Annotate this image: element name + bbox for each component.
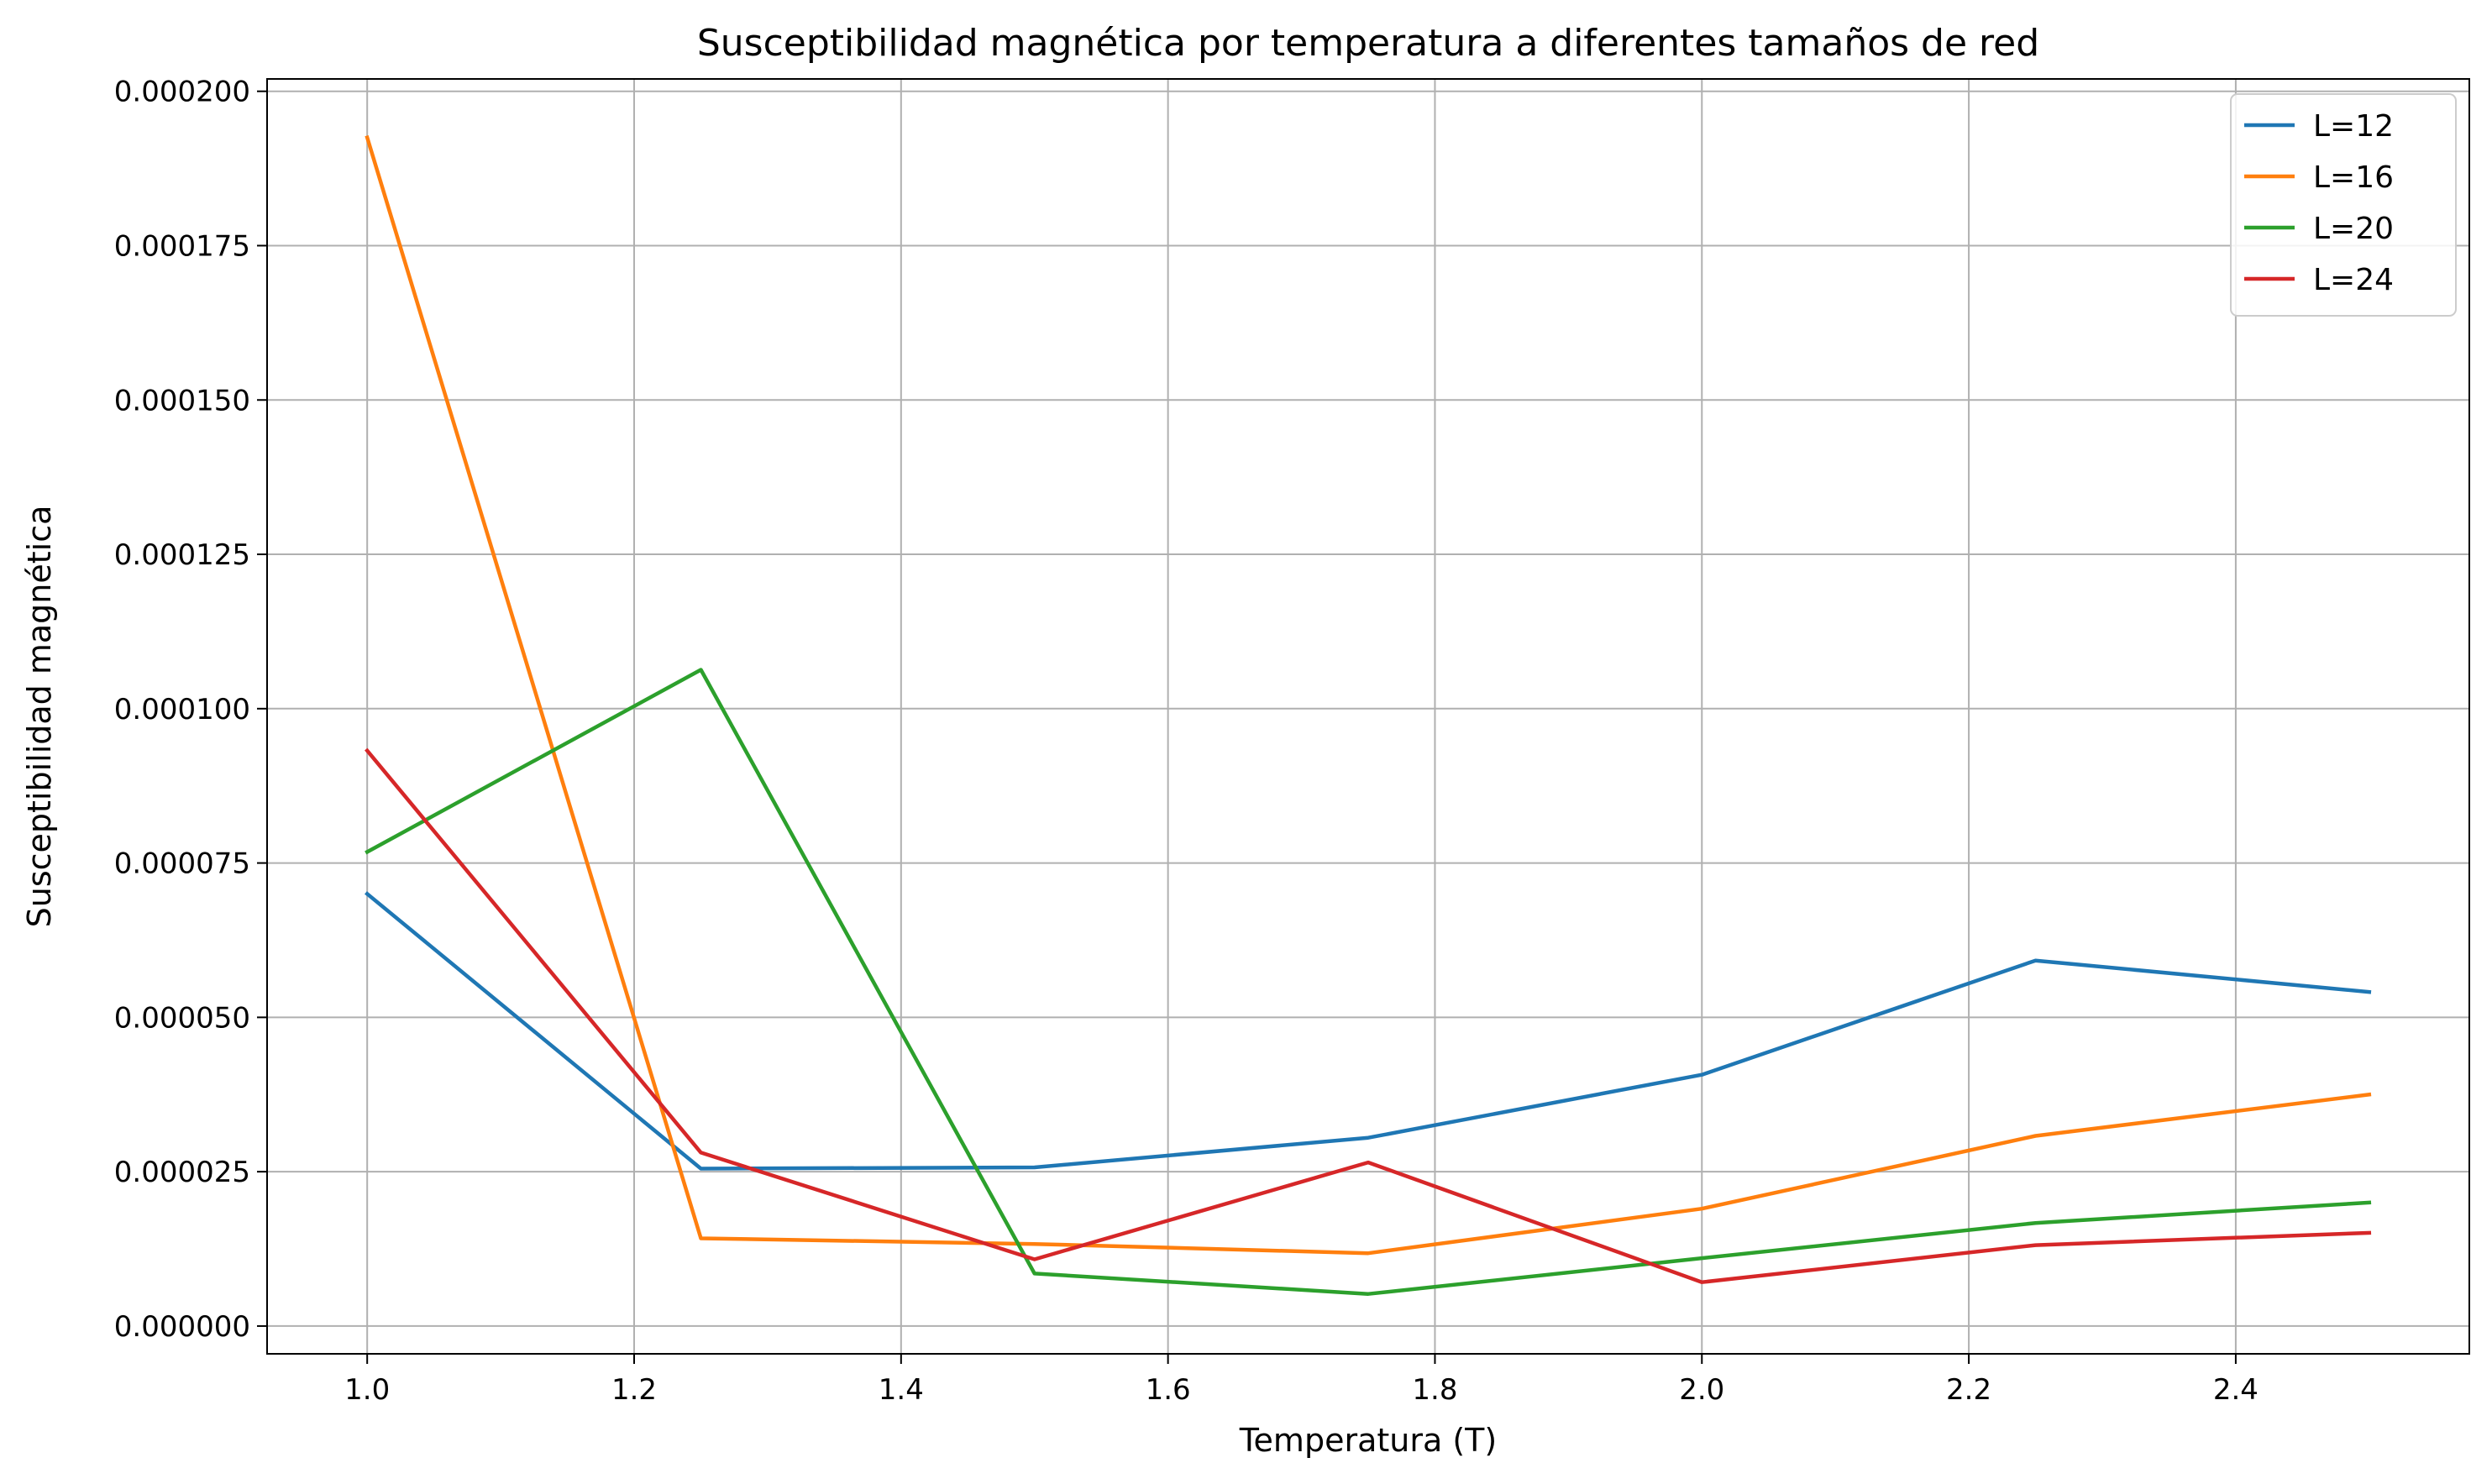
- x-tick-label: 2.0: [1679, 1373, 1724, 1407]
- plot-area-frame: [266, 78, 2470, 1355]
- legend: L=12 L=16 L=20 L=24: [2230, 93, 2457, 317]
- y-tick-label: 0.000100: [114, 693, 250, 726]
- series-line-l-24: [365, 747, 2372, 1284]
- series-line-l-20: [365, 668, 2372, 1296]
- x-tick-label: 1.6: [1146, 1373, 1191, 1407]
- x-axis-ticks: 1.0 1.2 1.4 1.6 1.8 2.0 2.2 2.4: [344, 1354, 2259, 1407]
- y-tick-label: 0.000175: [114, 229, 250, 263]
- legend-label: L=20: [2313, 212, 2394, 246]
- y-axis-label: Susceptibilidad magnética: [21, 506, 58, 928]
- x-tick-label: 1.2: [611, 1373, 657, 1407]
- x-tick-label: 1.8: [1412, 1373, 1457, 1407]
- y-tick-label: 0.000200: [114, 76, 250, 109]
- legend-label: L=24: [2313, 263, 2394, 297]
- y-tick-label: 0.000075: [114, 847, 250, 881]
- x-tick-label: 2.2: [1946, 1373, 1991, 1407]
- y-tick-label: 0.000000: [114, 1310, 250, 1344]
- x-tick-label: 1.0: [344, 1373, 390, 1407]
- legend-label: L=16: [2313, 160, 2394, 195]
- legend-label: L=12: [2313, 109, 2394, 144]
- series-line-l-16: [365, 134, 2372, 1256]
- x-tick-label: 2.4: [2213, 1373, 2259, 1407]
- series-line-l-12: [365, 891, 2372, 1171]
- y-axis-ticks: 0.000000 0.000025 0.000050 0.000075 0.000100…: [114, 76, 267, 1344]
- x-axis-label: Temperatura (T): [1239, 1422, 1497, 1459]
- y-tick-label: 0.000150: [114, 384, 250, 417]
- legend-box: [2230, 93, 2457, 317]
- chart-title: Susceptibilidad magnética por temperatur…: [697, 22, 2039, 65]
- y-tick-label: 0.000125: [114, 538, 250, 572]
- series-lines: [365, 134, 2372, 1296]
- y-tick-label: 0.000025: [114, 1156, 250, 1189]
- x-tick-label: 1.4: [879, 1373, 924, 1407]
- y-tick-label: 0.000050: [114, 1001, 250, 1035]
